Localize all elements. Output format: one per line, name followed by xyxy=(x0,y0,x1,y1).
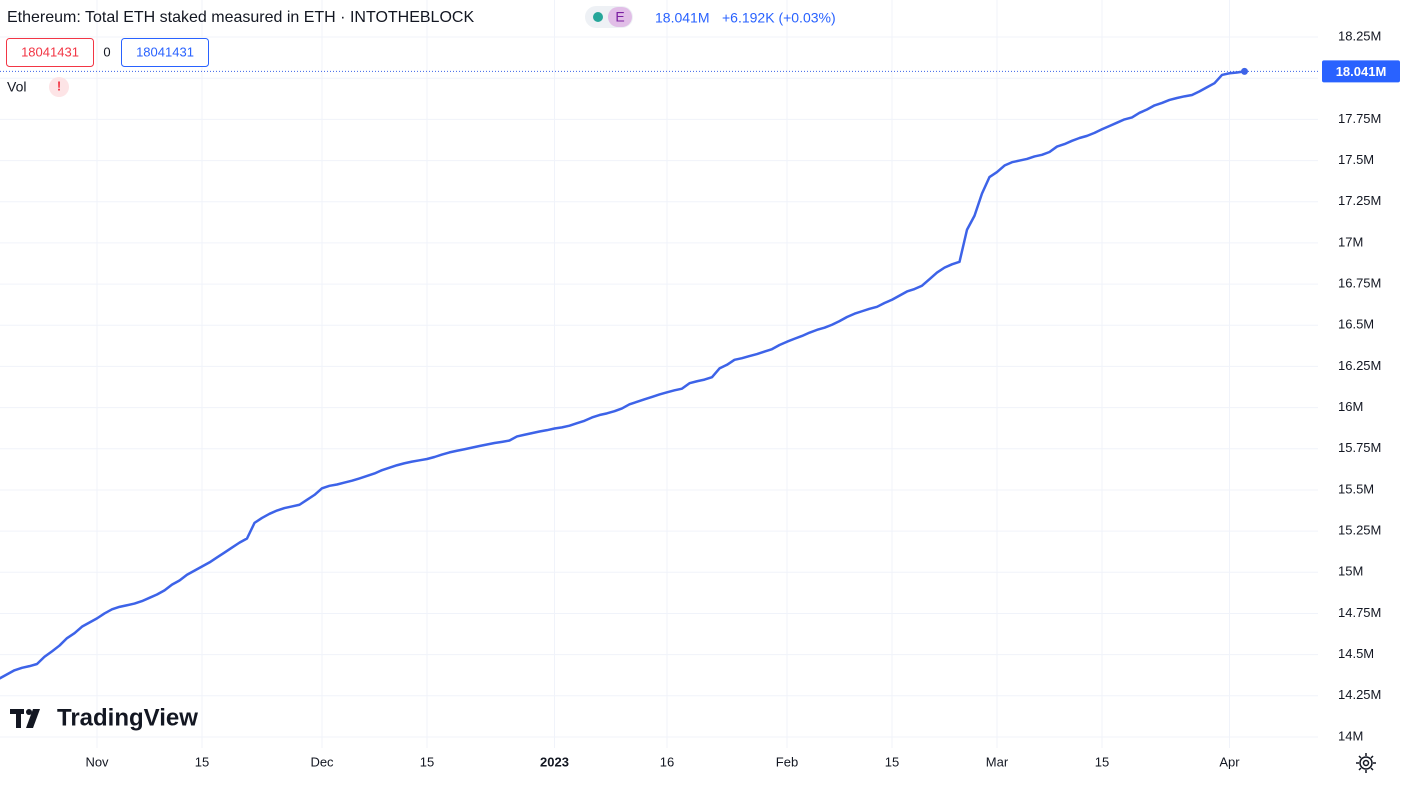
y-tick-label: 16M xyxy=(1338,399,1363,414)
y-tick-label: 14.25M xyxy=(1338,687,1381,702)
x-tick-label: Apr xyxy=(1219,754,1240,769)
visibility-toggle[interactable] xyxy=(585,6,633,28)
vol-alert-icon[interactable] xyxy=(49,77,69,97)
y-tick-label: 16.5M xyxy=(1338,317,1374,332)
line xyxy=(0,70,1245,680)
open-box xyxy=(6,38,94,67)
last-value: 18.041M xyxy=(655,10,709,26)
x-tick-label: Mar xyxy=(986,754,1009,769)
y-tick-label: 17.5M xyxy=(1338,152,1374,167)
price-label-box xyxy=(1322,60,1400,83)
close-value: 18041431 xyxy=(136,44,194,59)
y-tick-label: 14M xyxy=(1338,728,1363,743)
x-tick-label: 15 xyxy=(1095,754,1109,769)
x-tick-label: 2023 xyxy=(540,754,569,769)
y-tick-label: 15M xyxy=(1338,564,1363,579)
watermark: TradingView xyxy=(57,704,198,731)
grid xyxy=(0,0,1318,748)
badge: E xyxy=(615,9,624,25)
y-tick-label: 15.25M xyxy=(1338,523,1381,538)
y-tick-label: 15.75M xyxy=(1338,440,1381,455)
last-point xyxy=(1241,67,1248,75)
plot xyxy=(0,67,1318,680)
y-tick-label: 17.25M xyxy=(1338,193,1381,208)
close-box xyxy=(121,38,209,67)
settings-icon[interactable] xyxy=(1356,753,1376,773)
x-tick-label: 15 xyxy=(420,754,434,769)
y-tick-label: 14.75M xyxy=(1338,605,1381,620)
y-tick-label: 17.75M xyxy=(1338,111,1381,126)
y-tick-label: 18.25M xyxy=(1338,28,1381,43)
change: +6.192K (+0.03%) xyxy=(722,10,836,26)
x-tick-label: 15 xyxy=(885,754,899,769)
vol-alert: ! xyxy=(57,78,61,93)
y-tick-label: 17M xyxy=(1338,234,1363,249)
price-label: 18.041M xyxy=(1336,64,1387,79)
x-tick-label: Nov xyxy=(85,754,109,769)
tv-logo xyxy=(10,709,40,728)
y-tick-label: 14.5M xyxy=(1338,646,1374,661)
middle-value: 0 xyxy=(103,44,110,59)
open-value: 18041431 xyxy=(21,44,79,59)
vol-label: Vol xyxy=(7,79,26,95)
x-tick-label: 16 xyxy=(660,754,674,769)
x-tick-label: 15 xyxy=(195,754,209,769)
x-tick-label: Dec xyxy=(310,754,334,769)
y-tick-label: 15.5M xyxy=(1338,481,1374,496)
chart-title: Ethereum: Total ETH staked measured in E… xyxy=(7,9,474,26)
y-tick-label: 16.75M xyxy=(1338,276,1381,291)
y-tick-label: 16.25M xyxy=(1338,358,1381,373)
x-tick-label: Feb xyxy=(776,754,798,769)
